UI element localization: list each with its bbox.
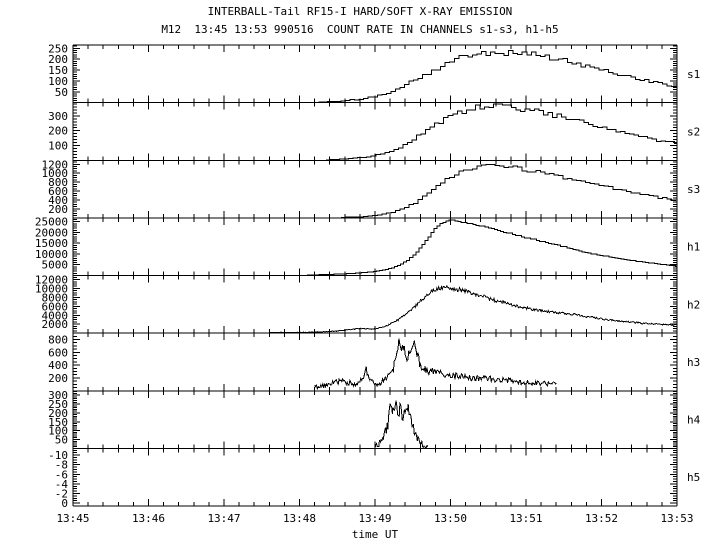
plot-frame [72,44,678,507]
x-tick-label: 13:46 [132,512,165,525]
y-tick-label: 250 [48,42,68,55]
x-tick-label: 13:53 [660,512,693,525]
y-tick-label: -6 [55,468,68,481]
y-tick-label: 100 [48,425,68,438]
x-axis-title: time UT [352,528,399,541]
panel-h2 [72,275,678,334]
y-tick-label: 12000 [35,274,68,287]
panel-label-h4: h4 [687,414,701,427]
panel-h1 [72,217,678,276]
y-tick-label: 800 [48,334,68,347]
panel-s1 [72,45,678,103]
y-tick-label: 200 [48,53,68,66]
y-tick-label: 20000 [35,227,68,240]
y-tick-label: 800 [48,176,68,189]
y-tick-label: 1000 [42,167,69,180]
x-tick-label: 13:49 [358,512,391,525]
chart-subtitle: M12 13:45 13:53 990516 COUNT RATE IN CHA… [161,23,559,36]
y-tick-label: 0 [61,497,68,510]
y-tick-label: -4 [55,478,69,491]
chart-title: INTERBALL-Tail RF15-I HARD/SOFT X-RAY EM… [207,5,513,18]
y-tick-label: 400 [48,359,68,372]
y-tick-label: 50 [55,86,68,99]
y-tick-label: 10000 [35,283,68,296]
x-tick-label: 13:52 [585,512,618,525]
y-tick-label: 6000 [42,300,69,313]
series-s3 [341,163,677,218]
y-tick-label: 600 [48,346,68,359]
y-tick-label: 2000 [42,318,69,331]
series-s2 [325,103,677,161]
panel-s2 [72,102,678,161]
y-tick-label: 600 [48,185,68,198]
y-tick-label: 4000 [42,309,69,322]
y-tick-label: 10000 [35,248,68,261]
panel-label-s1: s1 [687,68,700,81]
panel-h3 [72,333,678,391]
y-tick-label: 200 [48,203,68,216]
x-tick-label: 13:47 [207,512,240,525]
y-tick-label: 400 [48,194,68,207]
panel-h4 [72,390,678,449]
y-tick-label: 150 [48,416,68,429]
y-tick-label: 300 [48,110,68,123]
plot-frame-group [72,44,678,507]
y-tick-label: 5000 [42,259,69,272]
panel-label-h5: h5 [687,471,700,484]
x-tick-label: 13:45 [56,512,89,525]
y-tick-label: 100 [48,140,68,153]
panel-h5 [72,448,678,506]
y-tick-label: -2 [55,488,68,501]
series-s1 [318,50,677,103]
y-tick-label: 100 [48,75,68,88]
x-tick-label: 13:50 [434,512,467,525]
panel-label-s2: s2 [687,125,700,138]
panel-s3 [72,160,678,218]
series-h1 [307,219,677,276]
y-tick-label: 1200 [42,158,69,171]
x-tick-label: 13:51 [509,512,542,525]
panel-label-h3: h3 [687,356,700,369]
y-tick-label: -10 [48,449,68,462]
series-h4 [374,400,429,449]
series-h3 [314,338,557,391]
y-tick-label: 250 [48,398,68,411]
panel-label-h1: h1 [687,241,700,254]
axis-labels-group: 50100150200250s1100200300s22004006008001… [35,42,701,541]
y-tick-label: 150 [48,64,68,77]
x-tick-label: 13:48 [283,512,316,525]
panel-label-s3: s3 [687,183,700,196]
panel-label-h2: h2 [687,298,700,311]
y-tick-label: 200 [48,372,68,385]
y-tick-label: 300 [48,389,68,402]
y-tick-label: 8000 [42,291,69,304]
y-tick-label: 25000 [35,216,68,229]
y-tick-label: 15000 [35,237,68,250]
y-tick-label: 200 [48,407,68,420]
y-tick-label: 50 [55,434,68,447]
y-tick-label: -8 [55,459,68,472]
y-tick-label: 200 [48,125,68,138]
series-h2 [269,284,677,334]
